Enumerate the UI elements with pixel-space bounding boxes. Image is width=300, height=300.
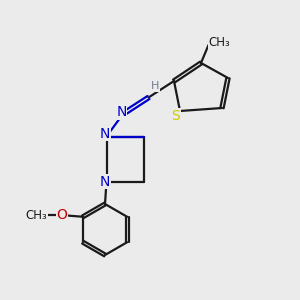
Text: N: N: [116, 106, 127, 119]
Text: S: S: [171, 109, 180, 122]
Text: H: H: [151, 81, 159, 91]
Text: N: N: [100, 175, 110, 188]
Text: N: N: [100, 127, 110, 140]
Text: O: O: [56, 208, 68, 222]
Text: CH₃: CH₃: [208, 35, 230, 49]
Text: CH₃: CH₃: [26, 209, 47, 222]
